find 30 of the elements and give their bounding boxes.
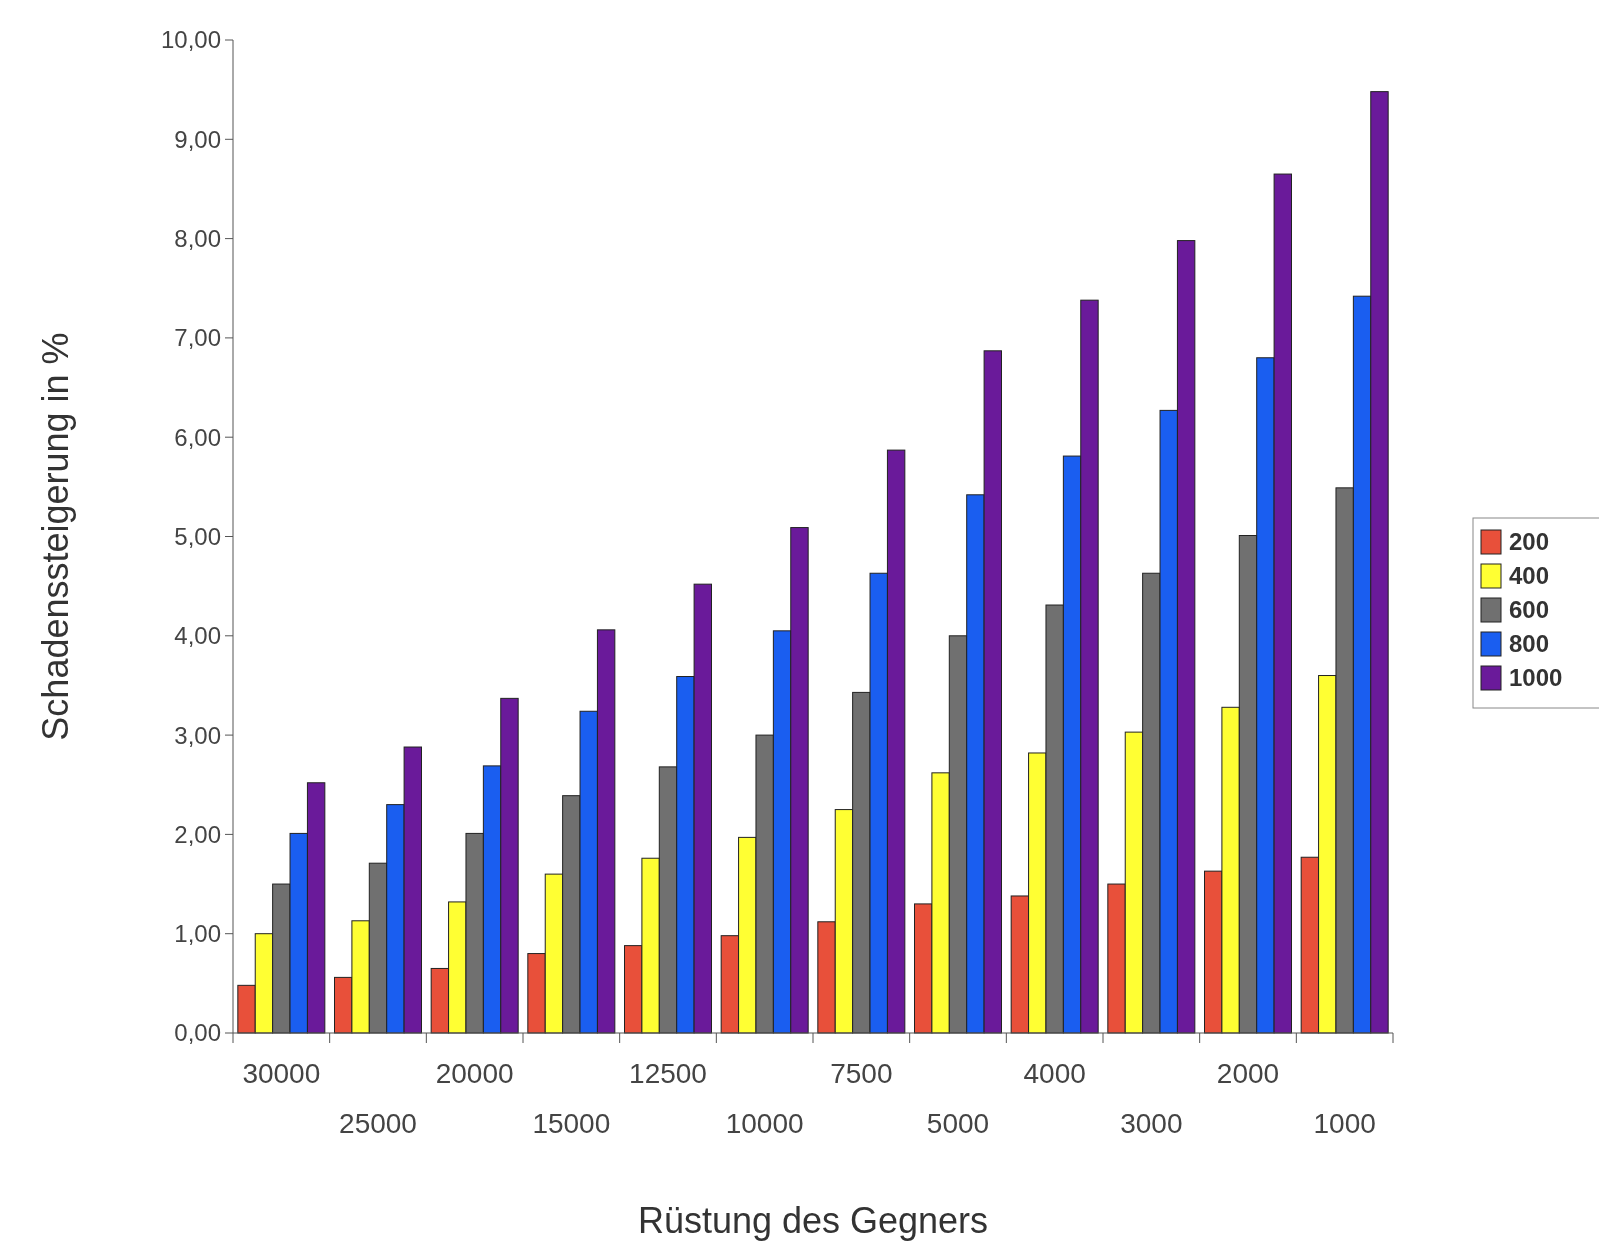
y-tick-label: 7,00 — [174, 324, 221, 352]
x-axis-title: Rüstung des Gegners — [637, 1200, 989, 1241]
y-tick-label: 9,00 — [174, 125, 221, 153]
x-tick-label: 12500 — [629, 1058, 707, 1089]
legend-label: 600 — [1509, 596, 1550, 624]
x-tick-label: 4000 — [1023, 1058, 1086, 1089]
x-tick-label: 2000 — [1216, 1058, 1280, 1089]
x-tick-label: 15000 — [532, 1108, 611, 1139]
y-tick-label: 5,00 — [174, 522, 221, 550]
y-tick-label: 3,00 — [174, 721, 221, 749]
y-tick-label: 6,00 — [174, 423, 221, 451]
x-tick-label: 7500 — [830, 1058, 893, 1089]
legend-label: 1000 — [1509, 664, 1563, 692]
y-tick-label: 4,00 — [174, 622, 221, 650]
y-tick-label: 2,00 — [174, 820, 221, 848]
y-axis-title: Schadenssteigerung in % — [35, 332, 76, 741]
x-tick-label: 20000 — [435, 1058, 514, 1089]
x-tick-label: 25000 — [339, 1108, 417, 1139]
x-tick-label: 1000 — [1313, 1108, 1376, 1139]
legend-label: 200 — [1509, 528, 1550, 556]
y-tick-label: 0,00 — [174, 1019, 221, 1047]
y-tick-label: 1,00 — [174, 920, 221, 948]
x-tick-label: 30000 — [242, 1058, 321, 1089]
y-tick-label: 8,00 — [174, 225, 221, 252]
legend-label: 800 — [1509, 630, 1550, 658]
x-tick-label: 10000 — [725, 1108, 804, 1139]
y-tick-label: 10,00 — [160, 26, 221, 54]
x-tick-label: 5000 — [926, 1108, 990, 1139]
x-tick-label: 3000 — [1120, 1108, 1183, 1139]
legend-label: 400 — [1509, 562, 1550, 590]
